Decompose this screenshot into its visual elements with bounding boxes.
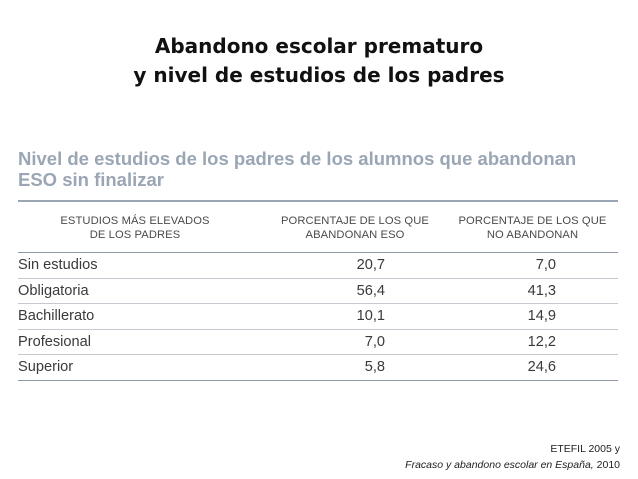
column-header-parent-studies: ESTUDIOS MÁS ELEVADOS DE LOS PADRES	[60, 215, 210, 241]
no-abandon-value: 41,3	[527, 282, 556, 299]
slide-title-line-2: y nivel de estudios de los padres	[133, 63, 505, 87]
table-top-rule	[18, 200, 618, 202]
table-title-line-2: ESO sin finalizar	[18, 169, 164, 190]
abandon-value: 56,4	[356, 282, 385, 299]
source-year: 2010	[593, 459, 620, 471]
source-line-2: Fracaso y abandono escolar en España, 20…	[405, 457, 620, 473]
abandon-value: 10,1	[356, 308, 385, 324]
table-row: Sin estudios 20,7 7,0	[18, 253, 618, 279]
row-label: Superior	[18, 359, 74, 375]
table-row: Obligatoria 56,4 41,3	[18, 279, 618, 304]
column-header-abandon: PORCENTAJE DE LOS QUE ABANDONAN ESO	[281, 215, 429, 241]
no-abandon-value: 14,9	[527, 308, 556, 324]
row-label: Profesional	[18, 333, 92, 350]
table-title-line-1: Nivel de estudios de los padres de los a…	[18, 148, 577, 169]
row-label: Sin estudios	[18, 257, 98, 273]
table-title: Nivel de estudios de los padres de los a…	[18, 148, 618, 190]
row-label: Obligatoria	[18, 282, 89, 299]
abandon-value: 7,0	[364, 333, 385, 350]
source-citation: ETEFIL 2005 y Fracaso y abandono escolar…	[405, 441, 620, 473]
no-abandon-value: 7,0	[535, 257, 556, 273]
row-label: Bachillerato	[18, 308, 95, 324]
column-header-no-abandon: PORCENTAJE DE LOS QUE NO ABANDONAN	[458, 215, 607, 241]
source-publication-title: Fracaso y abandono escolar en España,	[405, 459, 594, 471]
table-body: Sin estudios 20,7 7,0 Obligatoria 56,4 4…	[18, 253, 618, 381]
no-abandon-value: 24,6	[527, 359, 556, 375]
abandon-value: 20,7	[356, 257, 385, 273]
slide-title: Abandono escolar prematuro y nivel de es…	[0, 32, 638, 90]
abandon-value: 5,8	[364, 359, 385, 375]
slide-title-line-1: Abandono escolar prematuro	[154, 34, 484, 58]
table-row: Bachillerato 10,1 14,9	[18, 304, 618, 330]
table-row: Profesional 7,0 12,2	[18, 330, 618, 355]
table-row: Superior 5,8 24,6	[18, 355, 618, 381]
header-rule	[18, 252, 618, 253]
no-abandon-value: 12,2	[527, 333, 556, 350]
source-line-1: ETEFIL 2005 y	[550, 443, 620, 455]
